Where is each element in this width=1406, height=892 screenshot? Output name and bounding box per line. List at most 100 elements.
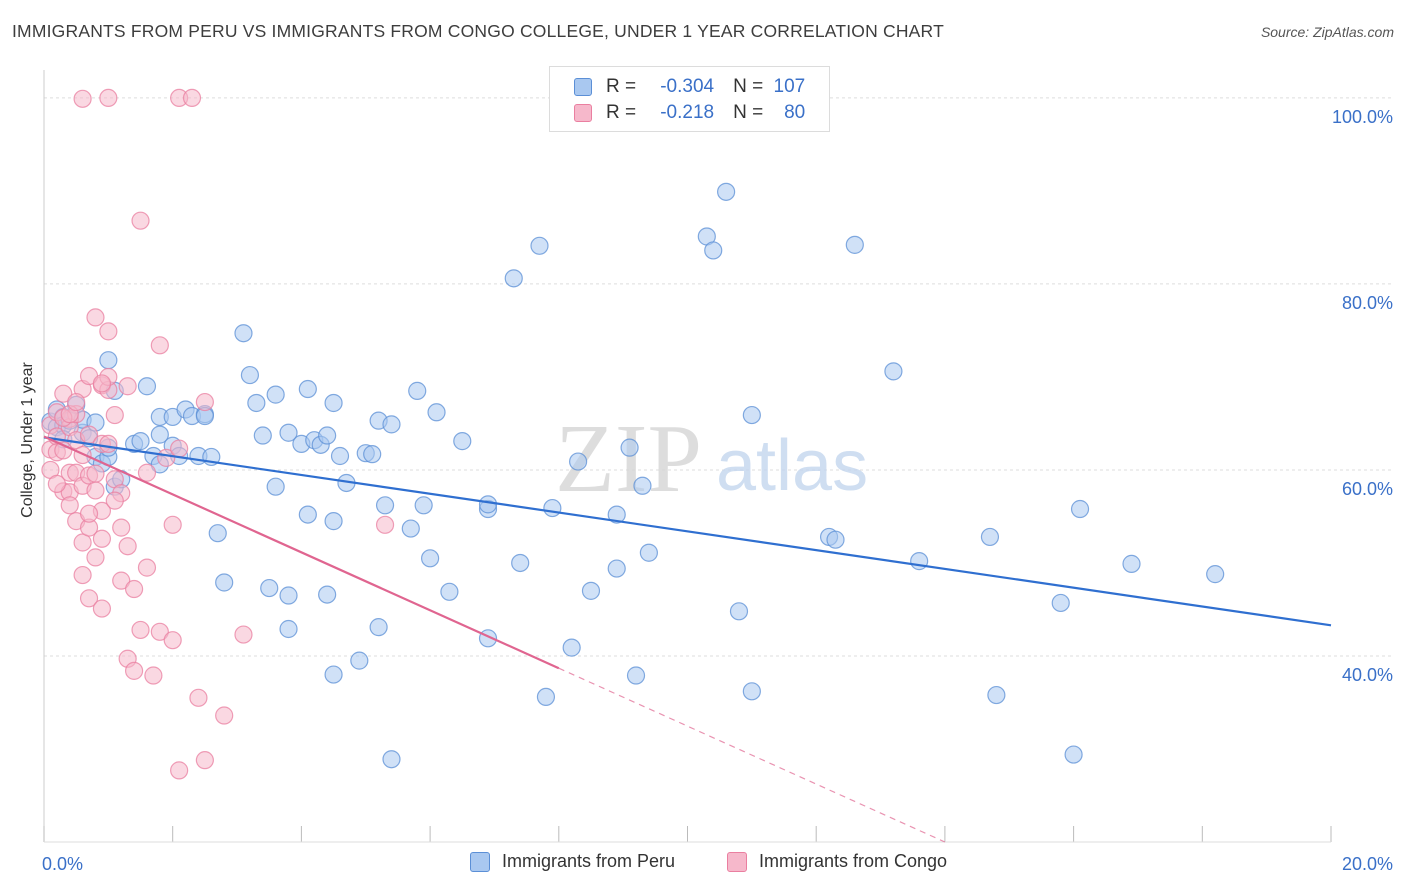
peru-point	[626, 666, 646, 685]
peru-point	[350, 651, 369, 670]
legend-row-peru: R = -0.304 N = 107	[574, 76, 805, 98]
peru-point	[742, 682, 761, 701]
trend-layer	[43, 435, 1332, 843]
bottom-legend-swatch-congo	[727, 851, 747, 872]
bottom-legend-label-congo: Immigrants from Congo	[759, 851, 948, 871]
congo-point	[86, 464, 105, 483]
congo-point	[170, 439, 189, 458]
peru-point	[266, 477, 285, 496]
peru-point	[421, 549, 440, 568]
congo-point	[112, 518, 131, 537]
peru-point	[1122, 554, 1141, 573]
peru-point	[581, 581, 601, 600]
legend-row-congo: R = -0.218 N = 80	[574, 102, 805, 124]
peru-point	[704, 241, 723, 260]
peru-point	[208, 524, 227, 543]
peru-point	[215, 573, 234, 592]
congo-point	[73, 445, 92, 465]
congo-point	[195, 751, 214, 770]
peru-point	[427, 403, 446, 422]
congo-point	[73, 565, 92, 585]
peru-point	[826, 530, 845, 549]
peru-point	[1064, 745, 1083, 764]
peru-point	[375, 496, 395, 515]
peru-point	[530, 236, 549, 255]
peru-point	[845, 235, 864, 254]
congo-point	[234, 625, 253, 644]
peru-point	[1206, 565, 1225, 584]
congo-point	[215, 706, 234, 725]
peru-point	[607, 505, 626, 524]
legend-r-value: -0.218	[660, 102, 715, 123]
congo-point	[92, 599, 112, 618]
peru-point	[620, 438, 639, 457]
peru-point	[99, 351, 118, 370]
peru-point	[240, 365, 260, 385]
congo-point	[163, 631, 182, 650]
peru-point	[279, 619, 298, 639]
peru-point	[382, 750, 401, 769]
peru-point	[742, 405, 761, 425]
points-layer	[41, 88, 1225, 780]
legend-r-key: R =	[606, 76, 637, 97]
peru-point	[318, 426, 337, 445]
x-tick-label: 0.0%	[42, 854, 83, 874]
bottom-legend-peru: Immigrants from Peru	[470, 851, 675, 872]
peru-point	[504, 269, 523, 288]
peru-point	[562, 638, 581, 657]
peru-point	[137, 377, 157, 396]
peru-point	[324, 512, 343, 531]
peru-point	[363, 445, 382, 464]
congo-point	[79, 504, 99, 523]
peru-point	[607, 559, 626, 578]
congo-point	[163, 515, 182, 534]
peru-point	[440, 582, 459, 601]
peru-point	[511, 553, 530, 573]
peru-point	[279, 586, 298, 605]
congo-point	[375, 515, 395, 534]
congo-point	[60, 496, 79, 515]
congo-point	[131, 211, 150, 230]
peru-point	[401, 519, 420, 538]
congo-point	[112, 571, 131, 590]
congo-point	[131, 620, 150, 640]
peru-point	[260, 578, 279, 598]
legend-r-key: R =	[606, 102, 637, 123]
peru-point	[1070, 499, 1090, 519]
peru-point	[369, 618, 388, 637]
peru-point	[987, 685, 1006, 705]
congo-point	[170, 761, 189, 780]
peru-point	[298, 505, 317, 524]
congo-point	[92, 529, 112, 548]
congo-point	[195, 392, 214, 412]
legend-n-key: N =	[733, 76, 764, 97]
peru-point	[717, 182, 736, 201]
congo-point	[54, 384, 73, 403]
congo-point	[144, 666, 163, 685]
congo-point	[105, 491, 124, 510]
tick-label-layer: 100.0% 80.0% 60.0% 40.0% 0.0% 20.0%	[42, 107, 1393, 874]
y-tick-label: 60.0%	[1342, 479, 1393, 499]
peru-point	[639, 543, 658, 562]
peru-point	[729, 602, 749, 621]
peru-point	[253, 426, 272, 445]
congo-point	[92, 374, 112, 393]
peru-point	[543, 498, 562, 518]
watermark: ZIP atlas	[555, 405, 868, 513]
bottom-legend-swatch-peru	[470, 851, 490, 872]
congo-point	[118, 377, 137, 396]
peru-point	[279, 423, 298, 442]
correlation-legend: R = -0.304 N = 107 R = -0.218 N = 80	[549, 66, 830, 132]
congo-point	[105, 405, 124, 425]
peru-point	[980, 527, 1000, 547]
y-tick-label: 80.0%	[1342, 293, 1393, 313]
congo-point	[137, 463, 157, 482]
legend-n-value: 80	[784, 102, 806, 123]
congo-point	[118, 537, 137, 556]
peru-point	[453, 432, 472, 451]
congo-point	[99, 88, 118, 108]
peru-trend-line	[43, 436, 1332, 627]
congo-point	[86, 548, 105, 567]
congo-point	[86, 308, 105, 327]
